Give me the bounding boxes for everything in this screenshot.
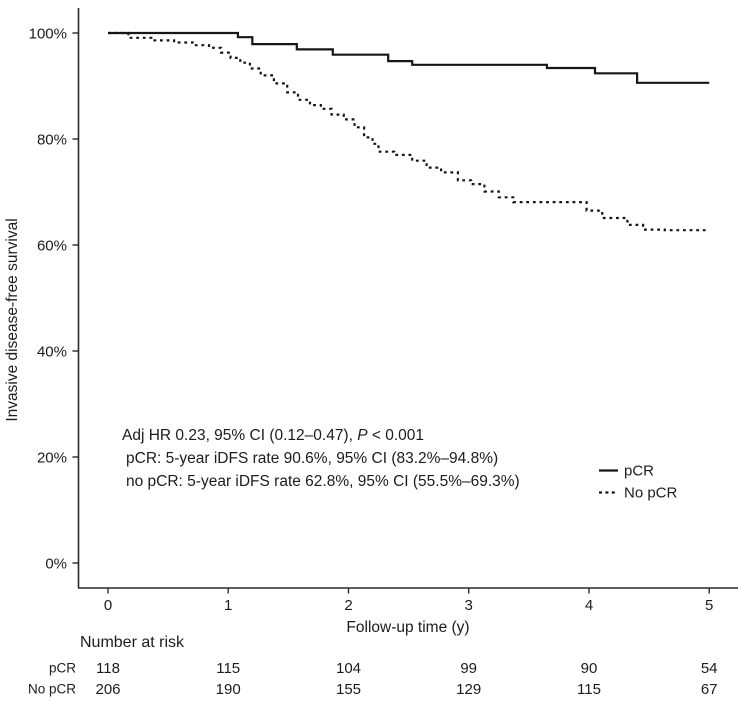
y-tick-label: 0%	[45, 555, 67, 572]
y-axis: 100% 80% 60% 40% 20% 0% Invasive disease…	[4, 8, 80, 588]
legend: pCR No pCR	[599, 463, 678, 502]
y-tick-label: 20%	[37, 449, 67, 466]
x-tick-label: 5	[705, 597, 713, 614]
legend-label-no-pcr: No pCR	[624, 485, 678, 502]
pcr-curve	[108, 31, 710, 84]
risk-table-heading: Number at risk	[80, 634, 185, 651]
x-axis-title: Follow-up time (y)	[346, 619, 469, 636]
number-at-risk-table: Number at risk pCR 118 115 104 99 90 54 …	[28, 634, 718, 698]
risk-value: 129	[456, 681, 481, 698]
x-tick-label: 1	[224, 597, 232, 614]
x-tick-label: 2	[344, 597, 352, 614]
risk-value: 190	[216, 681, 241, 698]
annotation-line-hr: Adj HR 0.23, 95% CI (0.12–0.47), P < 0.0…	[122, 427, 424, 444]
stats-annotation: Adj HR 0.23, 95% CI (0.12–0.47), P < 0.0…	[122, 427, 520, 490]
risk-row-label-no-pcr: No pCR	[28, 682, 76, 697]
risk-row-label-pcr: pCR	[49, 661, 76, 676]
risk-value: 67	[701, 681, 718, 698]
risk-value: 99	[460, 660, 477, 677]
risk-value: 54	[701, 660, 718, 677]
survival-curves	[108, 31, 710, 232]
risk-value: 118	[96, 660, 120, 677]
y-tick-label: 40%	[37, 343, 67, 360]
risk-value: 206	[95, 681, 120, 698]
annotation-line-no-pcr: no pCR: 5-year iDFS rate 62.8%, 95% CI (…	[126, 473, 520, 490]
risk-value: 155	[336, 681, 361, 698]
risk-value: 90	[581, 660, 598, 677]
legend-label-pcr: pCR	[624, 463, 654, 480]
x-tick-label: 3	[465, 597, 473, 614]
y-axis-title: Invasive disease-free survival	[4, 218, 21, 421]
risk-value: 115	[577, 681, 601, 698]
x-tick-label: 4	[585, 597, 593, 614]
no-pcr-curve	[108, 31, 710, 232]
y-tick-label: 100%	[29, 25, 67, 42]
y-tick-label: 60%	[37, 237, 67, 254]
risk-value: 115	[216, 660, 240, 677]
x-tick-label: 0	[104, 597, 112, 614]
annotation-line-pcr: pCR: 5-year iDFS rate 90.6%, 95% CI (83.…	[126, 450, 498, 467]
risk-value: 104	[336, 660, 361, 677]
y-tick-label: 80%	[37, 131, 67, 148]
x-axis: 0 1 2 3 4 5 Follow-up time (y)	[78, 587, 738, 636]
